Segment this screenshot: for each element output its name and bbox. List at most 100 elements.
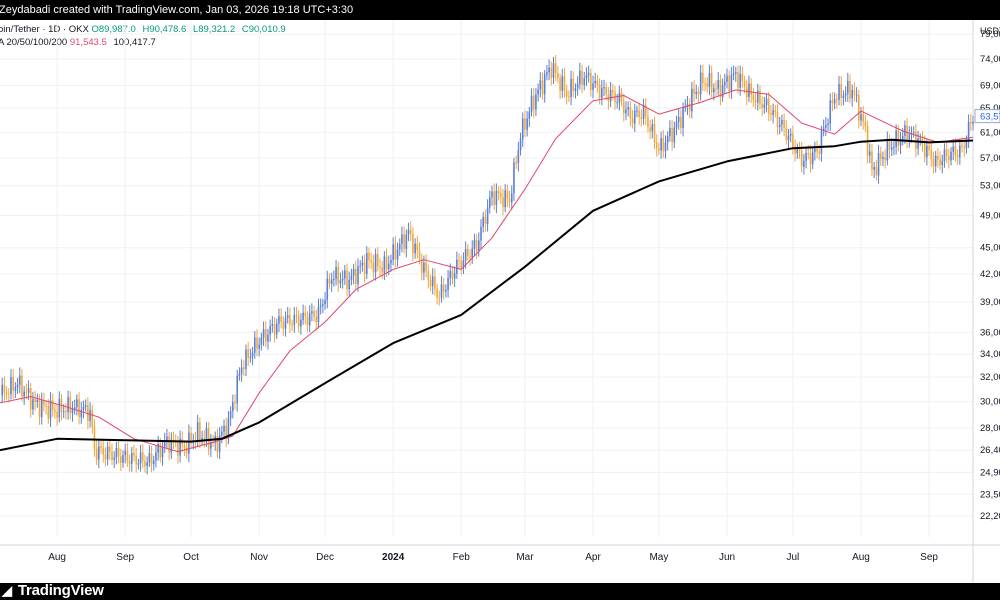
x-tick-label: Sep — [920, 552, 938, 563]
candle-body — [352, 269, 355, 276]
candle-body — [392, 244, 394, 260]
candle-body — [416, 243, 419, 250]
candle-body — [840, 83, 843, 99]
candle-body — [87, 405, 89, 421]
y-tick-label: 22,200 — [980, 511, 1000, 522]
price-chart[interactable]: USDT79,000 74,000 69,000 65,000 61,000 57,000… — [0, 20, 1000, 583]
candle-body — [785, 128, 788, 140]
candle-body — [313, 311, 315, 317]
y-tick-label: 26,400 — [980, 445, 1000, 456]
candle-body — [546, 72, 548, 75]
candle-body — [618, 92, 621, 103]
candle-body — [941, 160, 944, 166]
candle-body — [36, 399, 39, 402]
x-tick-label: Nov — [250, 552, 268, 563]
candle-body — [264, 329, 267, 342]
candle-body — [653, 124, 656, 143]
candle-body — [401, 234, 403, 245]
candle-body — [124, 450, 126, 455]
candle-body — [155, 452, 157, 461]
candle-body — [387, 263, 390, 270]
y-tick-label: 30,000 — [980, 397, 1000, 408]
candle-body — [594, 80, 597, 84]
candle-body — [515, 162, 517, 164]
candle-body — [80, 409, 83, 418]
candle-body — [458, 259, 460, 262]
candle-body — [150, 453, 153, 465]
candle-body — [163, 441, 166, 448]
candle-body — [495, 191, 498, 205]
candle-body — [691, 88, 693, 112]
candle-body — [273, 324, 276, 335]
candle-body — [69, 397, 72, 414]
candle-body — [225, 425, 228, 439]
candle-body — [427, 270, 430, 281]
candle-body — [355, 269, 357, 284]
candle-body — [818, 151, 821, 154]
candle-body — [822, 127, 825, 132]
candle-body — [537, 89, 539, 95]
candle-body — [229, 411, 232, 419]
candle-body — [12, 377, 14, 391]
candle-body — [284, 318, 287, 329]
candle-body — [552, 63, 555, 78]
candle-body — [557, 72, 559, 79]
ohlc-close: C90,010.9 — [241, 24, 286, 35]
candle-body — [221, 431, 223, 436]
candle-body — [253, 337, 256, 353]
y-tick-label: 49,000 — [980, 210, 1000, 221]
candle-body — [135, 455, 137, 465]
candle-body — [372, 262, 375, 273]
candle-body — [937, 155, 939, 160]
candle-body — [774, 110, 777, 112]
candle-body — [851, 90, 853, 99]
candle-body — [438, 297, 441, 299]
candle-body — [598, 84, 601, 98]
candle-body — [530, 95, 533, 112]
candle-body — [234, 402, 236, 404]
candle-body — [636, 110, 638, 112]
candle-body — [625, 109, 627, 114]
candle-body — [177, 442, 179, 456]
candle-body — [462, 260, 465, 268]
candle-body — [245, 349, 247, 370]
y-tick-label: 69,000 — [980, 81, 1000, 92]
candle-body — [763, 104, 766, 108]
candle-body — [847, 81, 849, 94]
candle-body — [267, 334, 269, 342]
candle-body — [664, 142, 667, 152]
y-tick-label: 57,000 — [980, 153, 1000, 164]
candle-body — [752, 94, 755, 101]
candle-body — [491, 191, 493, 198]
candle-body — [67, 397, 69, 412]
candle-body — [761, 104, 763, 108]
candle-body — [620, 92, 623, 102]
candle-body — [548, 67, 550, 73]
candle-body — [688, 103, 691, 112]
candle-body — [137, 463, 140, 465]
candle-body — [629, 107, 632, 119]
candle-body — [429, 280, 432, 287]
y-tick-label: 39,000 — [980, 297, 1000, 308]
candle-body — [442, 284, 445, 292]
candle-body — [669, 127, 671, 137]
candle-body — [188, 432, 190, 454]
candle-body — [956, 155, 959, 158]
candle-body — [961, 145, 963, 147]
candle-body — [304, 312, 307, 317]
candle-body — [357, 266, 359, 284]
candle-body — [306, 316, 309, 326]
credit-bar: Zeydabadi created with TradingView.com, … — [0, 0, 1000, 20]
candle-body — [519, 139, 522, 151]
candle-body — [262, 329, 265, 338]
candle-body — [776, 111, 779, 128]
candle-body — [315, 316, 318, 323]
candle-body — [278, 316, 280, 324]
candle-body — [49, 400, 52, 419]
candle-body — [899, 139, 902, 146]
candle-body — [475, 240, 478, 252]
candle-body — [890, 147, 893, 150]
candle-body — [939, 159, 941, 166]
candle-body — [734, 72, 737, 74]
candle-body — [862, 114, 864, 122]
